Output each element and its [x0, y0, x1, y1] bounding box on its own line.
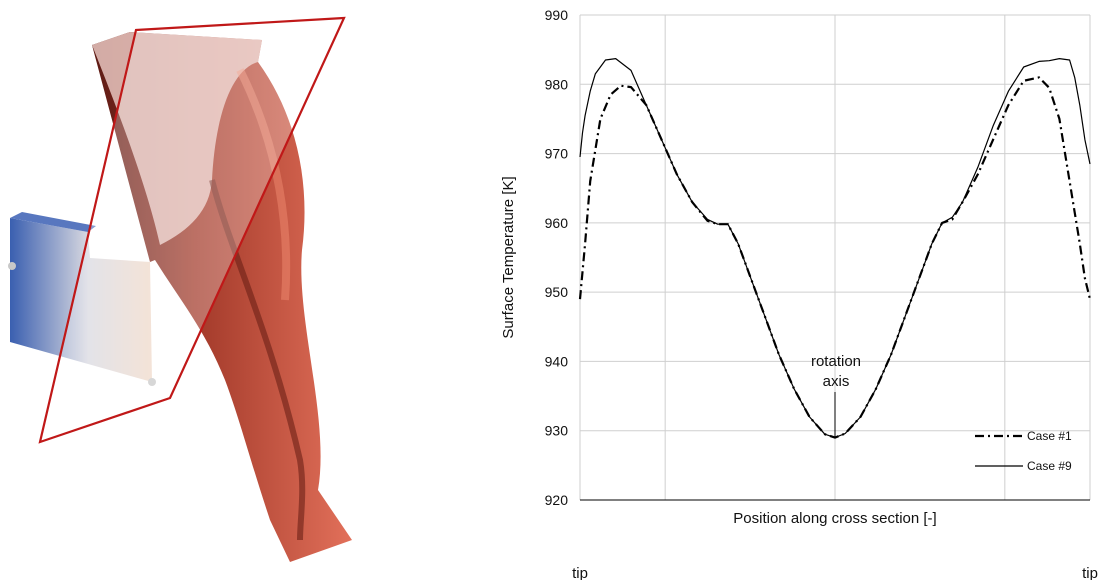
annotation-line-1: rotation [811, 353, 861, 370]
blade-body [92, 32, 352, 562]
legend-label: Case #9 [1027, 459, 1072, 473]
turbine-blade-render [8, 16, 352, 562]
chart-legend: Case #1 Case #9 [975, 429, 1072, 473]
y-axis-ticks: 920 930 940 950 960 970 980 990 [545, 7, 569, 508]
y-tick-label: 920 [545, 492, 569, 508]
y-tick-label: 950 [545, 284, 569, 300]
y-tick-label: 980 [545, 76, 569, 92]
y-tick-label: 930 [545, 423, 569, 439]
legend-label: Case #1 [1027, 429, 1072, 443]
y-tick-label: 940 [545, 353, 569, 369]
x-tick-label: tip [572, 565, 588, 580]
y-tick-label: 970 [545, 146, 569, 162]
x-axis-ticks: tip tip [572, 565, 1098, 580]
cutting-plane [38, 16, 346, 444]
y-axis-label: Surface Temperature [K] [500, 176, 517, 338]
annotation-line-2: axis [823, 373, 850, 390]
x-tick-label: tip [1082, 565, 1098, 580]
temperature-chart: 920 930 940 950 960 970 980 990 tip tip Surface … [500, 7, 1098, 580]
y-tick-label: 990 [545, 7, 569, 23]
blade-root [8, 212, 156, 386]
rotation-axis-annotation: rotation axis [811, 353, 861, 438]
x-axis-label: Position along cross section [-] [733, 510, 936, 527]
y-tick-label: 960 [545, 215, 569, 231]
